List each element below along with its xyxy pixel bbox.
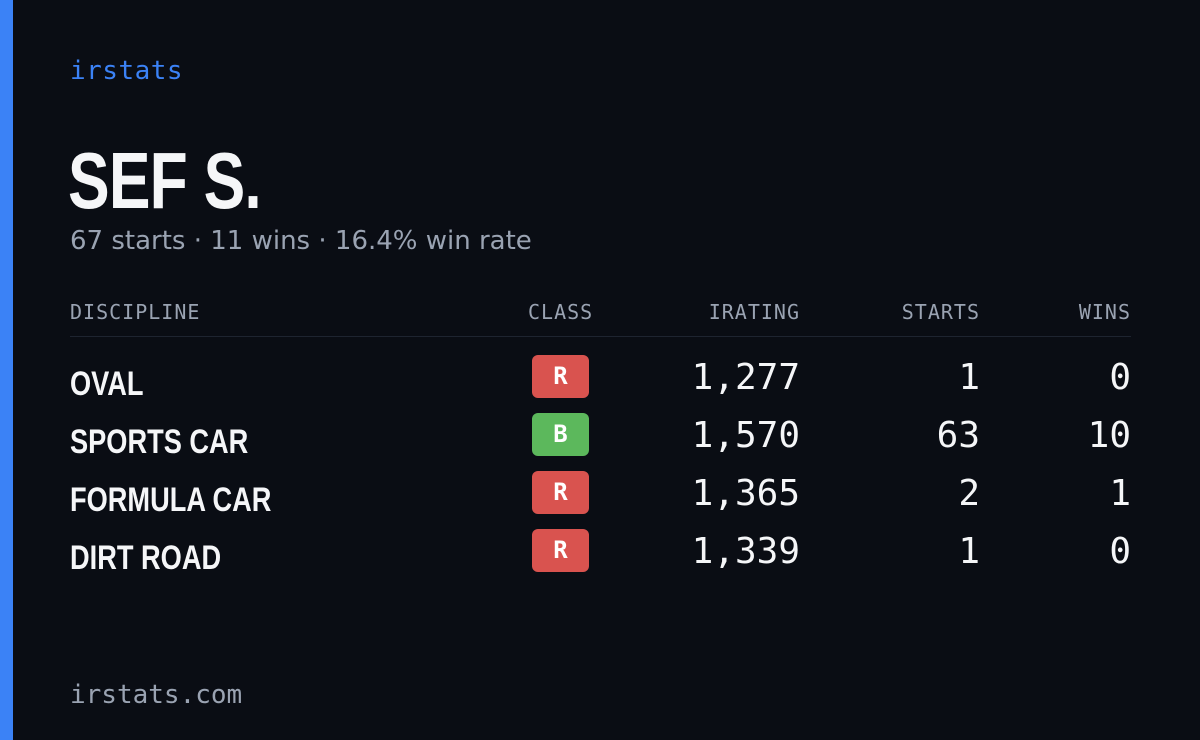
- discipline-name: DIRT ROAD: [70, 539, 222, 577]
- class-badge: R: [532, 355, 589, 398]
- discipline-name: SPORTS CAR: [70, 423, 249, 461]
- header-starts: STARTS: [901, 300, 980, 324]
- driver-name: SEF S.: [68, 136, 262, 225]
- discipline-table: DISCIPLINE CLASS IRATING STARTS WINS OVA…: [70, 296, 1131, 585]
- table-row: DIRT ROAD R 1,339 1 0: [70, 527, 1131, 585]
- discipline-name: OVAL: [70, 365, 144, 403]
- table-row: OVAL R 1,277 1 0: [70, 353, 1131, 411]
- class-badge: B: [532, 413, 589, 456]
- header-irating: IRATING: [708, 300, 800, 324]
- wins-value: 1: [1109, 473, 1131, 514]
- starts-value: 2: [958, 473, 980, 514]
- table-body: OVAL R 1,277 1 0 SPORTS CAR B 1,570 63 1…: [70, 337, 1131, 585]
- irating-value: 1,570: [691, 415, 800, 456]
- irating-value: 1,339: [691, 531, 800, 572]
- footer-url: irstats.com: [70, 680, 243, 710]
- accent-bar: [0, 0, 13, 740]
- irating-value: 1,365: [691, 473, 800, 514]
- class-badge: R: [532, 529, 589, 572]
- discipline-name: FORMULA CAR: [70, 481, 272, 519]
- table-row: SPORTS CAR B 1,570 63 10: [70, 411, 1131, 469]
- wins-value: 0: [1109, 531, 1131, 572]
- header-class: CLASS: [528, 300, 594, 324]
- header-discipline: DISCIPLINE: [70, 300, 201, 324]
- class-badge: R: [532, 471, 589, 514]
- table-header: DISCIPLINE CLASS IRATING STARTS WINS: [70, 296, 1131, 337]
- header-wins: WINS: [1078, 300, 1131, 324]
- starts-value: 63: [936, 415, 980, 456]
- table-row: FORMULA CAR R 1,365 2 1: [70, 469, 1131, 527]
- starts-value: 1: [958, 357, 980, 398]
- driver-summary: 67 starts · 11 wins · 16.4% win rate: [70, 226, 532, 256]
- starts-value: 1: [958, 531, 980, 572]
- irating-value: 1,277: [691, 357, 800, 398]
- wins-value: 0: [1109, 357, 1131, 398]
- brand-logo: irstats: [70, 56, 184, 86]
- wins-value: 10: [1087, 415, 1131, 456]
